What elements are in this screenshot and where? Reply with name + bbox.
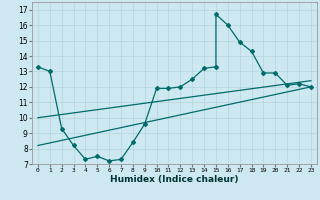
X-axis label: Humidex (Indice chaleur): Humidex (Indice chaleur) [110,175,239,184]
